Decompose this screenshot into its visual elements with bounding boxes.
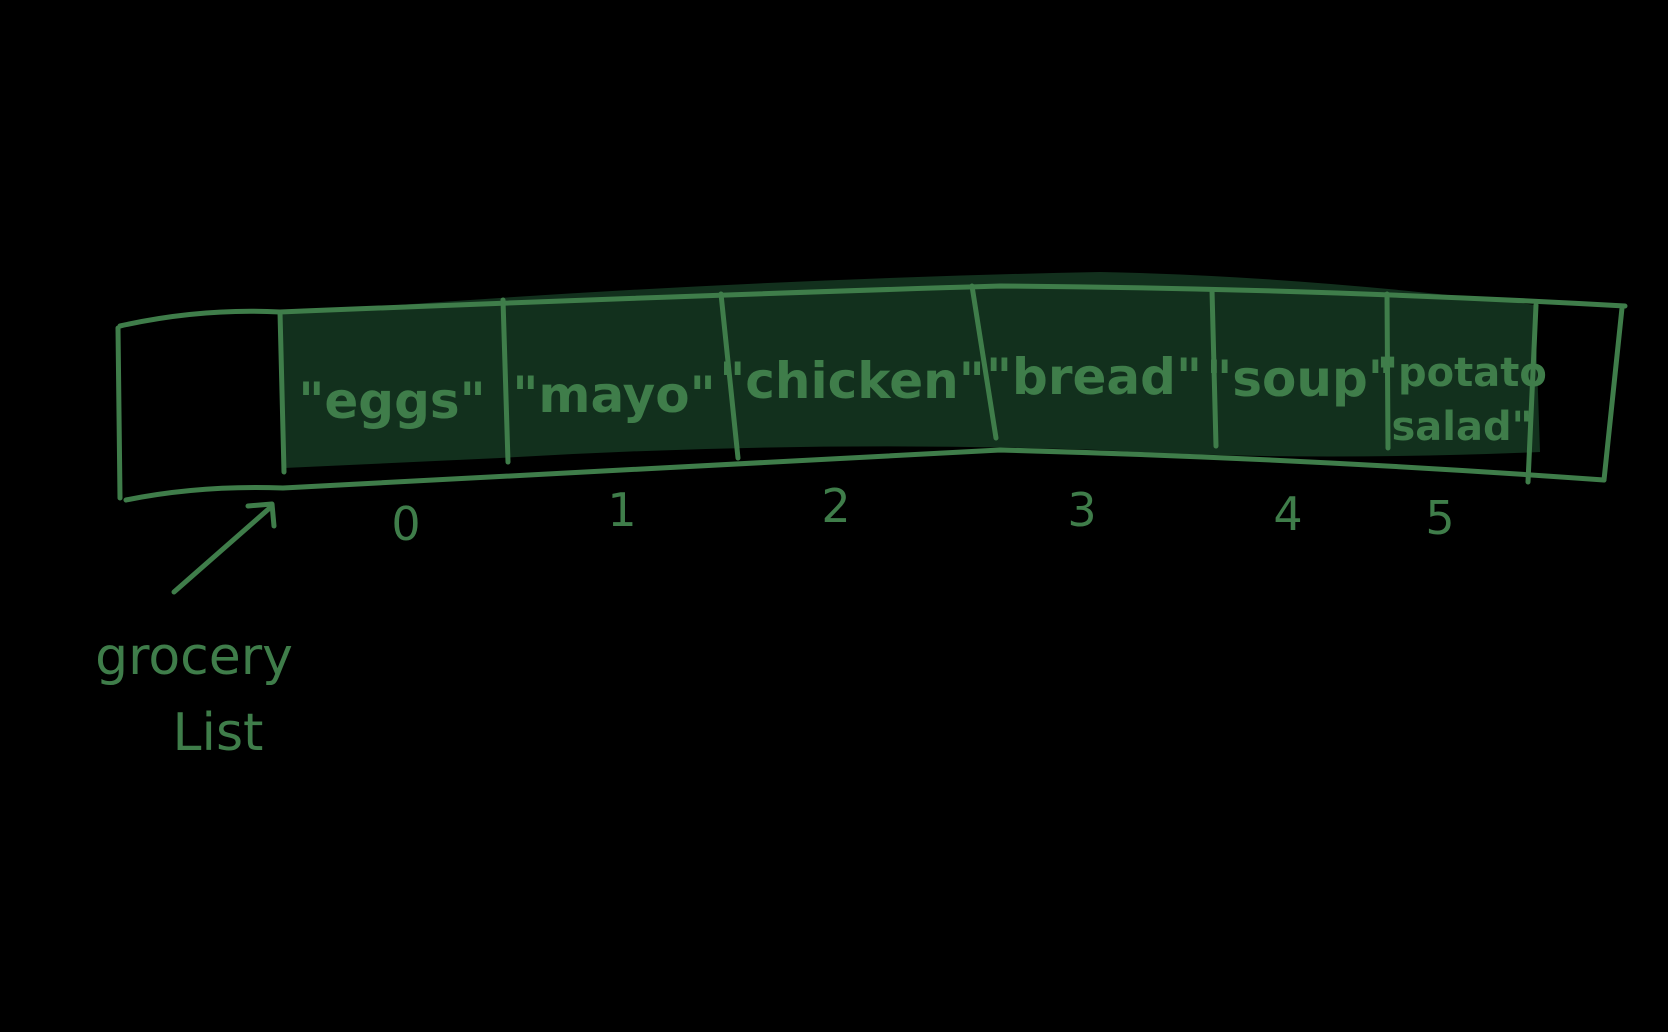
cell-value-5-line1: "potato [1377, 350, 1547, 396]
array-right-wall [1601, 305, 1625, 483]
array-left-wall [115, 325, 123, 501]
cell-divider [1209, 287, 1219, 449]
cell-divider [969, 283, 999, 441]
pointer-label-line1: grocery [95, 627, 293, 687]
array-filled-region [282, 272, 1540, 468]
cell-value-0: "eggs" [298, 372, 485, 430]
cell-value-5-line2: salad" [1392, 404, 1533, 450]
array-bottom-edge [123, 447, 1607, 503]
cell-divider [718, 291, 741, 461]
array-top-edge [117, 283, 1628, 329]
pointer-label-line2: List [173, 703, 264, 763]
cell-divider [500, 297, 511, 465]
cell-divider [1384, 291, 1391, 451]
arrow-head [245, 501, 277, 529]
cell-index-4: 4 [1273, 487, 1302, 541]
pointer-arrow [171, 501, 277, 595]
cell-value-1: "mayo" [512, 366, 715, 424]
cell-index-5: 5 [1425, 491, 1454, 545]
array-outline [115, 283, 1628, 503]
cell-divider [1525, 302, 1539, 485]
cell-value-2: "chicken" [719, 352, 985, 410]
cell-index-0: 0 [391, 497, 420, 551]
cell-value-3: "bread" [986, 348, 1202, 406]
cell-index-2: 2 [821, 479, 850, 533]
cell-value-4: "soup" [1206, 350, 1394, 408]
cell-index-3: 3 [1067, 483, 1096, 537]
arrow-shaft [171, 503, 275, 595]
cell-index-1: 1 [607, 483, 636, 537]
cell-divider [277, 309, 287, 475]
